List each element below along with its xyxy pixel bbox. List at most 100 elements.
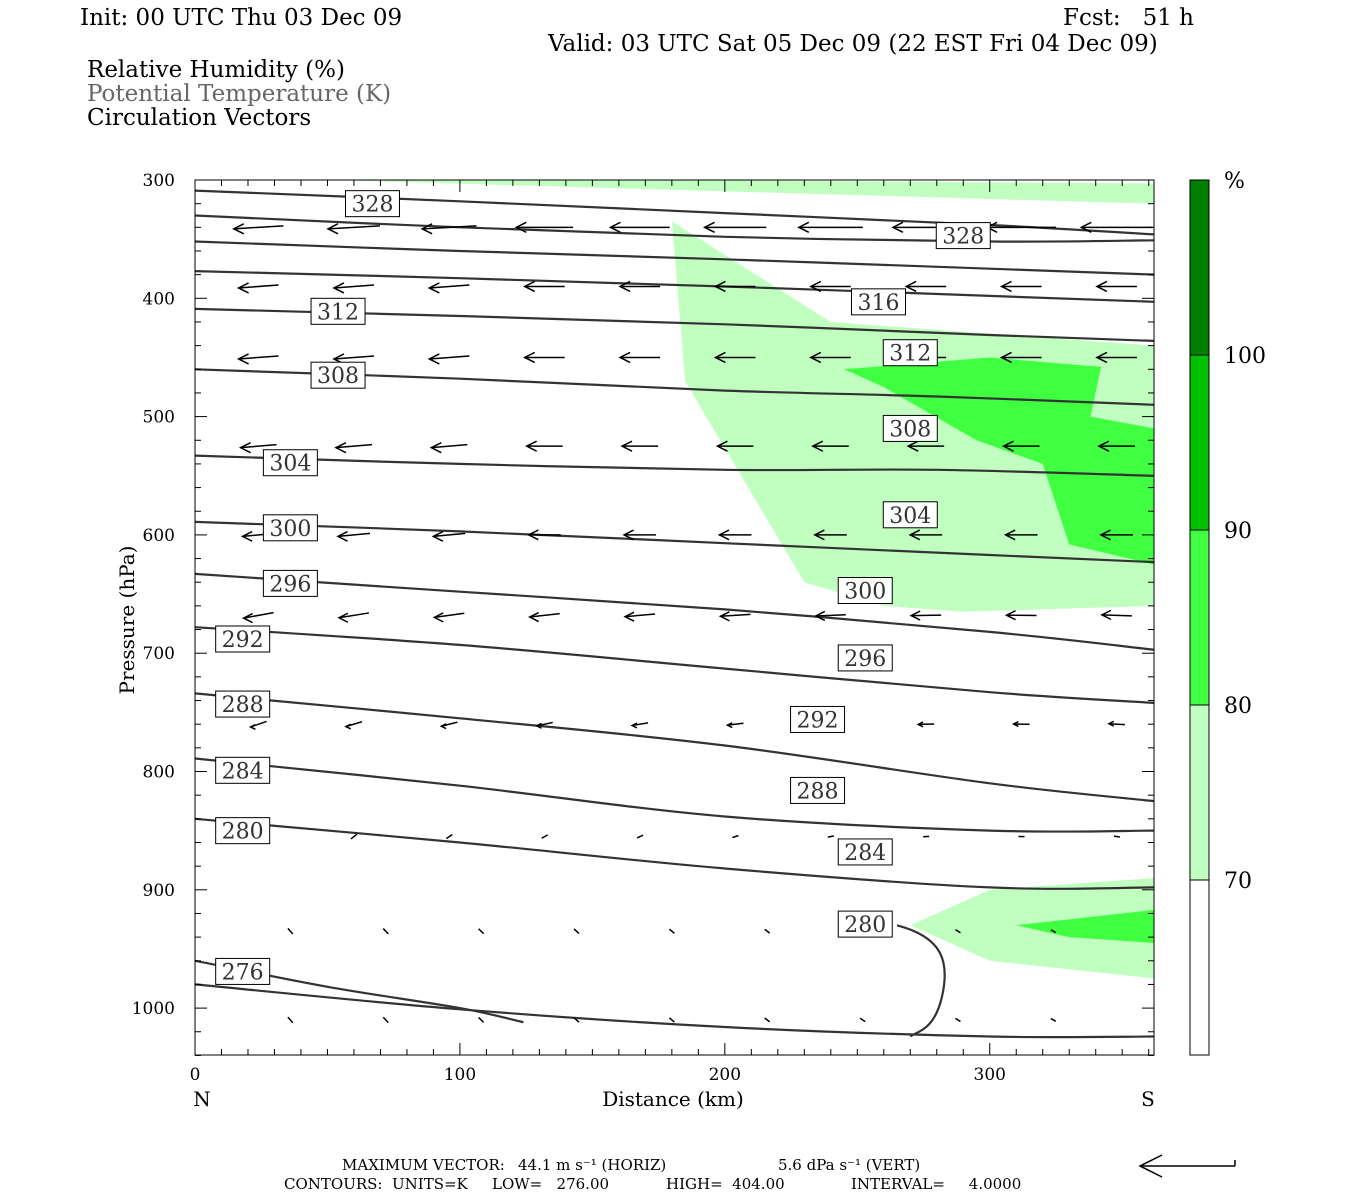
circulation-vector [668, 928, 675, 934]
y-tick-label: 900 [143, 881, 175, 901]
y-tick-label: 400 [143, 289, 175, 309]
circulation-vector [715, 440, 754, 452]
theta-contour-288 [195, 692, 1154, 803]
circulation-vector [713, 351, 756, 364]
contour-label-text: 312 [889, 342, 931, 367]
circulation-vector [725, 722, 744, 729]
circulation-vector [523, 351, 565, 364]
circulation-vector [713, 280, 756, 293]
circulation-vector [573, 928, 580, 935]
colorbar-bin-80 [1189, 529, 1210, 706]
circulation-vector [827, 835, 834, 838]
contour-label-text: 316 [857, 291, 899, 316]
circulation-vector [535, 721, 553, 729]
circulation-vector [814, 610, 846, 622]
x-tick-label: 100 [444, 1065, 476, 1085]
circulation-vector [427, 353, 470, 365]
circulation-vector [1011, 720, 1030, 728]
circulation-vector [337, 612, 370, 623]
circulation-vector [909, 610, 942, 621]
forecast-hour: Fcst: 51 h [1063, 5, 1194, 31]
circulation-vector [904, 280, 947, 293]
circulation-vector [1095, 280, 1137, 293]
contour-label-text: 312 [317, 300, 359, 325]
reference-vector-arrow [1138, 1154, 1236, 1178]
theta-contour-320 [195, 240, 1154, 276]
rh-region-80-90 [844, 357, 1154, 565]
y-tick-label: 600 [143, 526, 175, 546]
circulation-vector [241, 611, 274, 624]
circulation-vector [528, 611, 560, 623]
y-tick-label: 800 [143, 763, 175, 783]
x-end-label-south: S [1141, 1087, 1155, 1111]
colorbar-bin-100 [1189, 179, 1210, 356]
contour-label-text: 304 [889, 504, 931, 529]
circulation-vector [809, 351, 851, 364]
circulation-vector [332, 282, 375, 294]
circulation-vector [908, 529, 943, 541]
circulation-vector [382, 928, 389, 935]
contour-label: 308 [310, 361, 366, 389]
contour-label: 284 [215, 756, 271, 784]
circulation-vector [618, 351, 661, 364]
x-tick-label: 200 [709, 1065, 741, 1085]
circulation-vector [238, 442, 277, 454]
circulation-vectors [232, 221, 1153, 1024]
y-tick-label: 700 [143, 644, 175, 664]
circulation-vector [955, 929, 961, 934]
circulation-vector [445, 833, 453, 840]
max-vector-vert: 5.6 dPa s⁻¹ (VERT) [778, 1156, 921, 1174]
circulation-vector [1097, 440, 1135, 452]
theta-contour-272 [195, 983, 1154, 1039]
rh-shading [332, 180, 1154, 979]
contour-label-text: 288 [222, 693, 264, 718]
circulation-vector [541, 834, 549, 839]
field-label-rh: Relative Humidity (%) [87, 57, 345, 83]
theta-contours [195, 189, 1154, 1039]
contour-label: 292 [215, 625, 271, 653]
circulation-vector [232, 223, 284, 235]
circulation-vector [336, 530, 371, 542]
contour-label-text: 296 [844, 647, 886, 672]
circulation-vector [1095, 351, 1137, 364]
y-axis-label: Pressure (hPa) [115, 546, 139, 695]
contour-label-text: 280 [222, 820, 264, 845]
contour-label-text: 284 [222, 759, 264, 784]
contour-label-text: 300 [844, 580, 886, 605]
circulation-vector [439, 721, 458, 730]
circulation-vector [478, 1016, 485, 1023]
circulation-vector [620, 440, 659, 452]
rh-region-70-80 [332, 180, 1154, 204]
circulation-vector [429, 442, 468, 454]
contour-label: 312 [882, 339, 938, 367]
y-tick-label: 1000 [132, 999, 175, 1019]
colorbar-tick-70: 70 [1224, 869, 1252, 894]
theta-contour-284 [195, 757, 1154, 833]
circulation-vector [344, 721, 363, 730]
circulation-vector [1100, 609, 1132, 621]
x-tick-label: 0 [190, 1065, 201, 1085]
contour-label: 288 [215, 690, 271, 718]
contour-label: 316 [850, 288, 906, 316]
theta-contour-324 [195, 214, 1154, 243]
contour-label: 280 [837, 910, 893, 938]
field-label-vectors: Circulation Vectors [87, 105, 312, 131]
circulation-vector [809, 280, 851, 293]
contour-interval: INTERVAL= 4.0000 [851, 1175, 1022, 1193]
circulation-vector [1003, 529, 1038, 541]
circulation-vector [1079, 221, 1153, 233]
x-tick-label: 300 [974, 1065, 1006, 1085]
circulation-vector [1004, 610, 1037, 621]
contour-label-text: 284 [844, 841, 886, 866]
circulation-vector [764, 928, 771, 934]
circulation-vector [718, 611, 751, 622]
circulation-vector [1050, 929, 1057, 934]
y-tick-label: 300 [143, 171, 175, 191]
field-label-theta: Potential Temperature (K) [87, 81, 392, 107]
circulation-vector [732, 834, 739, 839]
contour-label: 280 [215, 817, 271, 845]
theta-contour-292 [195, 626, 1154, 704]
contour-label: 276 [215, 957, 271, 985]
contour-label: 296 [262, 569, 318, 597]
circulation-vector [478, 928, 485, 935]
